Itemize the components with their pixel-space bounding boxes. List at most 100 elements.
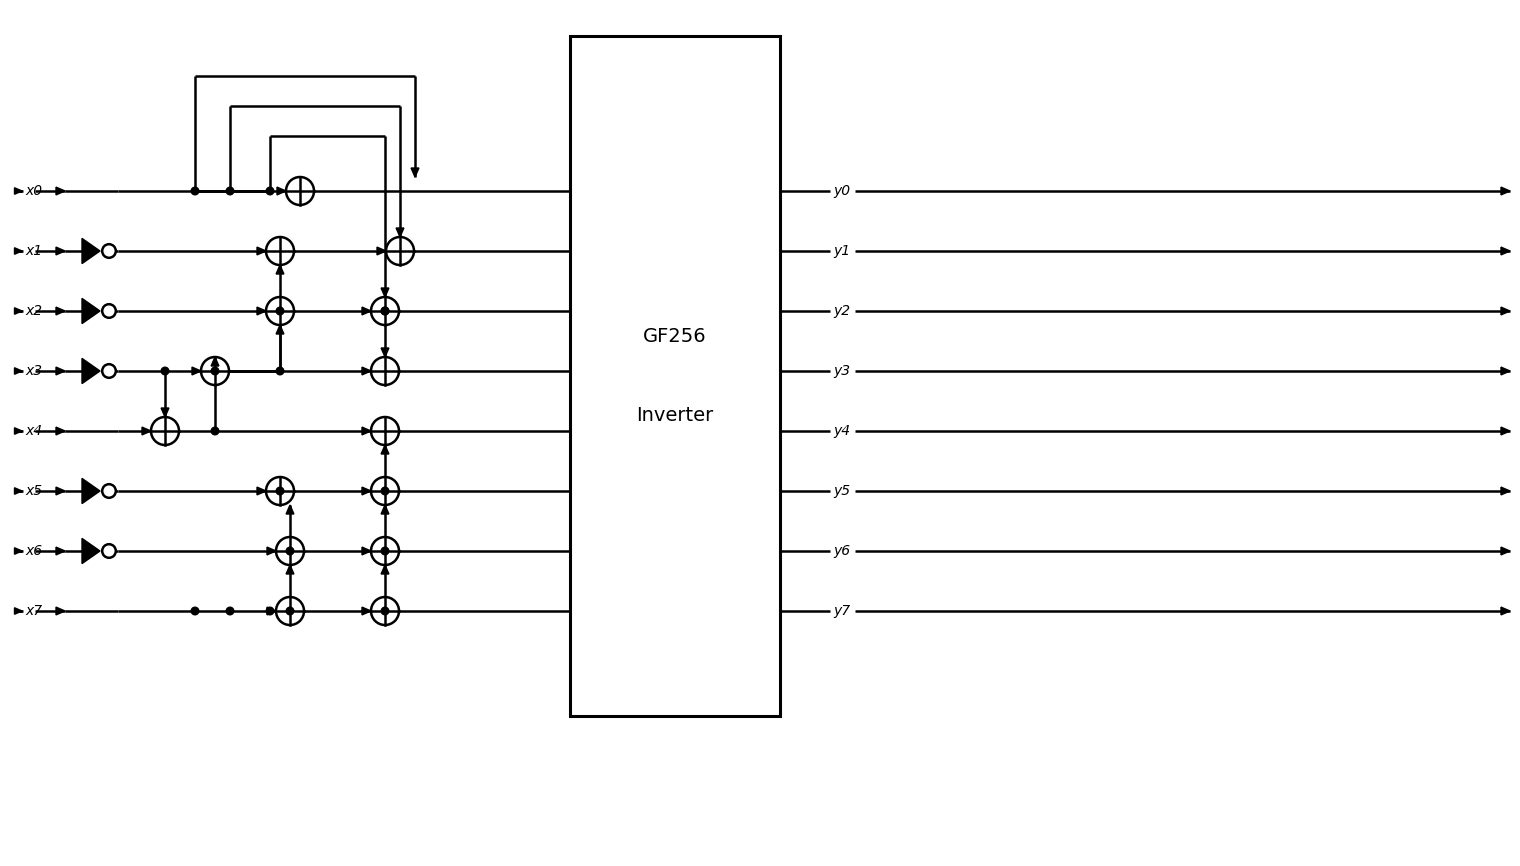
Circle shape	[201, 357, 230, 385]
Circle shape	[382, 547, 389, 555]
Polygon shape	[268, 607, 277, 615]
Circle shape	[211, 427, 219, 435]
Polygon shape	[56, 487, 65, 494]
Circle shape	[266, 237, 293, 265]
Polygon shape	[1500, 307, 1509, 315]
Polygon shape	[277, 187, 286, 195]
Circle shape	[266, 477, 293, 505]
Circle shape	[277, 597, 304, 625]
Polygon shape	[56, 367, 65, 375]
Circle shape	[102, 544, 116, 558]
Polygon shape	[1500, 547, 1509, 555]
Polygon shape	[362, 607, 371, 615]
Polygon shape	[362, 547, 371, 555]
Circle shape	[266, 187, 274, 195]
Text: y7: y7	[833, 604, 850, 618]
Circle shape	[371, 537, 398, 565]
Circle shape	[371, 417, 398, 445]
Polygon shape	[56, 187, 65, 195]
Circle shape	[382, 307, 389, 315]
Circle shape	[277, 307, 284, 315]
Polygon shape	[362, 367, 371, 375]
Polygon shape	[277, 265, 284, 274]
Polygon shape	[211, 357, 219, 366]
Polygon shape	[362, 307, 371, 315]
Polygon shape	[1500, 367, 1509, 375]
Circle shape	[266, 297, 293, 325]
Circle shape	[161, 367, 169, 375]
Polygon shape	[15, 608, 21, 614]
Polygon shape	[1500, 487, 1509, 494]
Polygon shape	[15, 428, 21, 434]
Polygon shape	[82, 299, 100, 324]
Circle shape	[226, 607, 234, 615]
Circle shape	[102, 304, 116, 318]
Polygon shape	[56, 247, 65, 255]
Polygon shape	[382, 288, 389, 297]
Circle shape	[266, 607, 274, 615]
Polygon shape	[161, 408, 169, 417]
Polygon shape	[15, 368, 21, 374]
Text: y4: y4	[833, 424, 850, 438]
Polygon shape	[362, 427, 371, 435]
Bar	[570, 36, 780, 716]
Polygon shape	[82, 359, 100, 384]
Circle shape	[192, 187, 199, 195]
Polygon shape	[141, 427, 150, 435]
Circle shape	[192, 607, 199, 615]
Text: x3: x3	[24, 364, 43, 378]
Polygon shape	[257, 307, 266, 315]
Text: y6: y6	[833, 544, 850, 558]
Circle shape	[371, 597, 398, 625]
Text: y2: y2	[833, 304, 850, 318]
Polygon shape	[15, 488, 21, 494]
Circle shape	[226, 187, 234, 195]
Polygon shape	[268, 547, 277, 555]
Circle shape	[102, 365, 116, 378]
Polygon shape	[56, 607, 65, 615]
Text: y3: y3	[833, 364, 850, 378]
Polygon shape	[56, 427, 65, 435]
Text: y0: y0	[833, 184, 850, 198]
Polygon shape	[397, 228, 404, 237]
Text: x5: x5	[24, 484, 43, 498]
Polygon shape	[257, 247, 266, 255]
Text: y1: y1	[833, 244, 850, 258]
Polygon shape	[56, 307, 65, 315]
Polygon shape	[1500, 187, 1509, 195]
Circle shape	[102, 244, 116, 258]
Polygon shape	[377, 247, 386, 255]
Circle shape	[277, 367, 284, 375]
Polygon shape	[15, 248, 21, 255]
Polygon shape	[1500, 247, 1509, 255]
Circle shape	[382, 307, 389, 315]
Polygon shape	[1500, 427, 1509, 435]
Circle shape	[277, 537, 304, 565]
Circle shape	[371, 357, 398, 385]
Polygon shape	[382, 348, 389, 357]
Circle shape	[386, 237, 413, 265]
Circle shape	[102, 484, 116, 498]
Polygon shape	[362, 487, 371, 494]
Polygon shape	[1500, 607, 1509, 615]
Text: GF256: GF256	[643, 326, 707, 346]
Polygon shape	[382, 565, 389, 574]
Circle shape	[382, 607, 389, 615]
Circle shape	[371, 297, 398, 325]
Polygon shape	[56, 547, 65, 555]
Circle shape	[382, 488, 389, 494]
Polygon shape	[15, 307, 21, 314]
Circle shape	[211, 367, 219, 375]
Text: Inverter: Inverter	[637, 406, 713, 425]
Text: x6: x6	[24, 544, 43, 558]
Text: y5: y5	[833, 484, 850, 498]
Polygon shape	[15, 548, 21, 554]
Text: x1: x1	[24, 244, 43, 258]
Circle shape	[371, 477, 398, 505]
Text: x2: x2	[24, 304, 43, 318]
Polygon shape	[15, 188, 21, 194]
Polygon shape	[192, 367, 201, 375]
Text: x7: x7	[24, 604, 43, 618]
Circle shape	[286, 177, 315, 205]
Circle shape	[286, 547, 293, 555]
